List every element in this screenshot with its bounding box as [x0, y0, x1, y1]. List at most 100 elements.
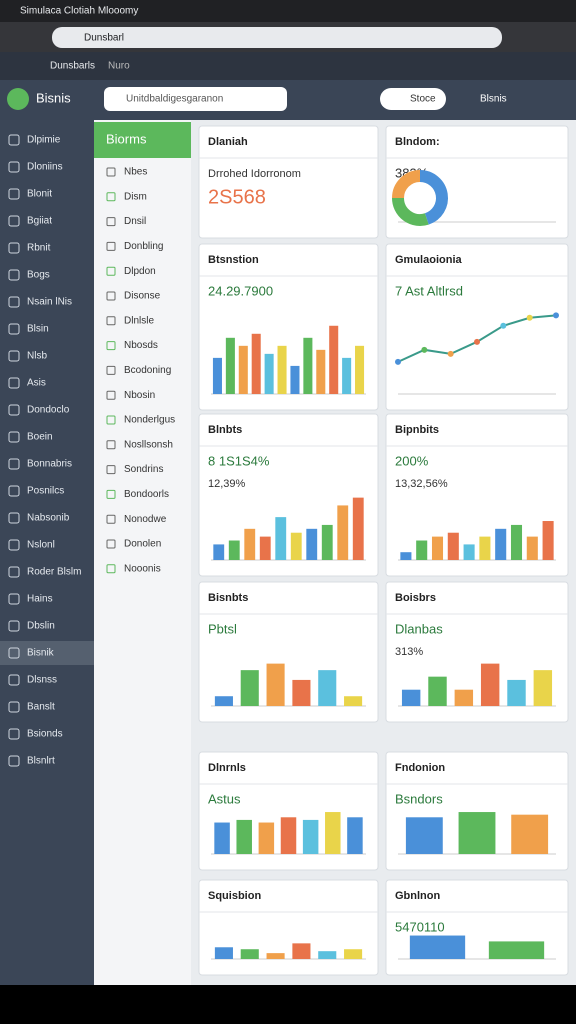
line-point [553, 312, 559, 319]
search-text[interactable]: Unitdbaldigesgaranon [126, 94, 223, 105]
bar [266, 663, 285, 706]
nav-item[interactable]: Bisnik [27, 648, 55, 659]
nav-item[interactable]: Nlsb [27, 351, 47, 362]
bookmark[interactable]: Dunsbarls [50, 61, 95, 72]
nav-item[interactable]: Bsionds [27, 729, 63, 740]
nav-item[interactable]: Boein [27, 432, 53, 443]
app-header [0, 80, 576, 120]
bar [264, 353, 274, 394]
subnav-item[interactable]: Bondoorls [124, 489, 169, 500]
bar [277, 345, 287, 394]
card-title: Squisbion [208, 890, 261, 902]
card-headline: Bsndors [395, 791, 443, 806]
subnav-item[interactable]: Dlnlsle [124, 315, 154, 326]
subnav-item[interactable]: Nosllsonsh [124, 439, 173, 450]
subnav-item[interactable]: Sondrins [124, 464, 163, 475]
bar [463, 544, 475, 560]
bar [306, 528, 318, 560]
subnav-item[interactable]: Donolen [124, 539, 161, 550]
nav-item[interactable]: Roder Blslm [27, 567, 81, 578]
bar [347, 817, 363, 854]
card-headline: 2S568 [208, 186, 266, 208]
nav-icon [8, 728, 20, 740]
nav-item[interactable]: Rbnit [27, 243, 51, 254]
button-label[interactable]: Stoce [410, 94, 436, 105]
nav-item[interactable]: Posnilcs [27, 486, 64, 497]
nav-item[interactable]: Dlsnss [27, 675, 57, 686]
nav-item[interactable]: Dloniins [27, 162, 63, 173]
nav-icon [8, 458, 20, 470]
header-button[interactable] [380, 88, 446, 110]
subnav-icon [106, 415, 116, 425]
card-headline: Pbtsl [208, 621, 237, 636]
subnav-item[interactable]: Nonodwe [124, 514, 167, 525]
nav-icon [8, 269, 20, 281]
bar [259, 536, 271, 560]
nav-item[interactable]: Blsin [27, 324, 49, 335]
nav-icon [8, 539, 20, 551]
card-subtitle: Drrohed Idorronom [208, 168, 301, 180]
nav-item[interactable]: Hains [27, 594, 53, 605]
nav-icon [8, 404, 20, 416]
bar [401, 689, 421, 706]
nav-item[interactable]: Blsnlrt [27, 756, 55, 767]
subnav-item[interactable]: Dism [124, 191, 147, 202]
subnav-item[interactable]: Nbosds [124, 340, 158, 351]
nav-icon [8, 377, 20, 389]
bookmark[interactable]: Nuro [108, 61, 130, 72]
subnav-icon [106, 192, 116, 202]
nav-item[interactable]: Blonit [27, 189, 52, 200]
bar [214, 947, 233, 959]
card-headline: 24.29.7900 [208, 283, 273, 298]
nav-item[interactable]: Bgiiat [27, 216, 52, 227]
search-input[interactable] [104, 87, 287, 111]
subnav-icon [106, 489, 116, 499]
nav-item[interactable]: Nabsonib [27, 513, 70, 524]
nav-item[interactable]: Nslonl [27, 540, 55, 551]
nav-icon [8, 674, 20, 686]
url[interactable]: Dunsbarl [84, 33, 124, 44]
subnav-item[interactable]: Donbling [124, 241, 163, 252]
subnav-icon [106, 341, 116, 351]
card-title: Gbnlnon [395, 890, 440, 902]
subnav-icon [106, 514, 116, 524]
nav-icon [8, 188, 20, 200]
card-subtitle: 13,32,56% [395, 478, 448, 490]
card-title: Btsnstion [208, 254, 259, 266]
subnav-item[interactable]: Dnsil [124, 216, 146, 227]
line-point [447, 350, 454, 357]
nav-item[interactable]: Dondoclo [27, 405, 70, 416]
nav-item[interactable]: Bogs [27, 270, 50, 281]
user-name[interactable]: Blsnis [480, 94, 507, 105]
line-point [474, 338, 480, 345]
bar [409, 935, 466, 959]
subnav-item[interactable]: Disonse [124, 291, 161, 302]
address-bar[interactable] [52, 27, 502, 48]
nav-item[interactable]: Banslt [27, 702, 55, 713]
subnav-icon [106, 564, 116, 574]
nav-icon [8, 566, 20, 578]
subnav-item[interactable]: Nonderlgus [124, 415, 175, 426]
bar [290, 365, 300, 394]
nav-item[interactable]: Dbslin [27, 621, 55, 632]
bar [228, 540, 240, 560]
subnav-item[interactable]: Bcodoning [124, 365, 171, 376]
nav-item[interactable]: Dlpimie [27, 135, 61, 146]
bar [458, 812, 496, 854]
subnav-item[interactable]: Dlpdon [124, 266, 156, 277]
bar [244, 528, 256, 560]
subnav-item[interactable]: Nbes [124, 167, 147, 178]
subnav-item[interactable]: Nbosin [124, 390, 155, 401]
nav-item[interactable]: Nsain lNis [27, 297, 72, 308]
nav-item[interactable]: Asis [27, 378, 46, 389]
bar [251, 333, 261, 394]
line-point [526, 314, 533, 321]
bar [302, 819, 319, 854]
bar [318, 951, 337, 959]
subnav-item[interactable]: Nooonis [124, 563, 161, 574]
subnav [94, 120, 191, 985]
tab-title[interactable]: Simulaca Clotiah Mlooomy [20, 6, 138, 17]
bar [212, 357, 222, 394]
bar [275, 517, 287, 560]
nav-item[interactable]: Bonnabris [27, 459, 72, 470]
